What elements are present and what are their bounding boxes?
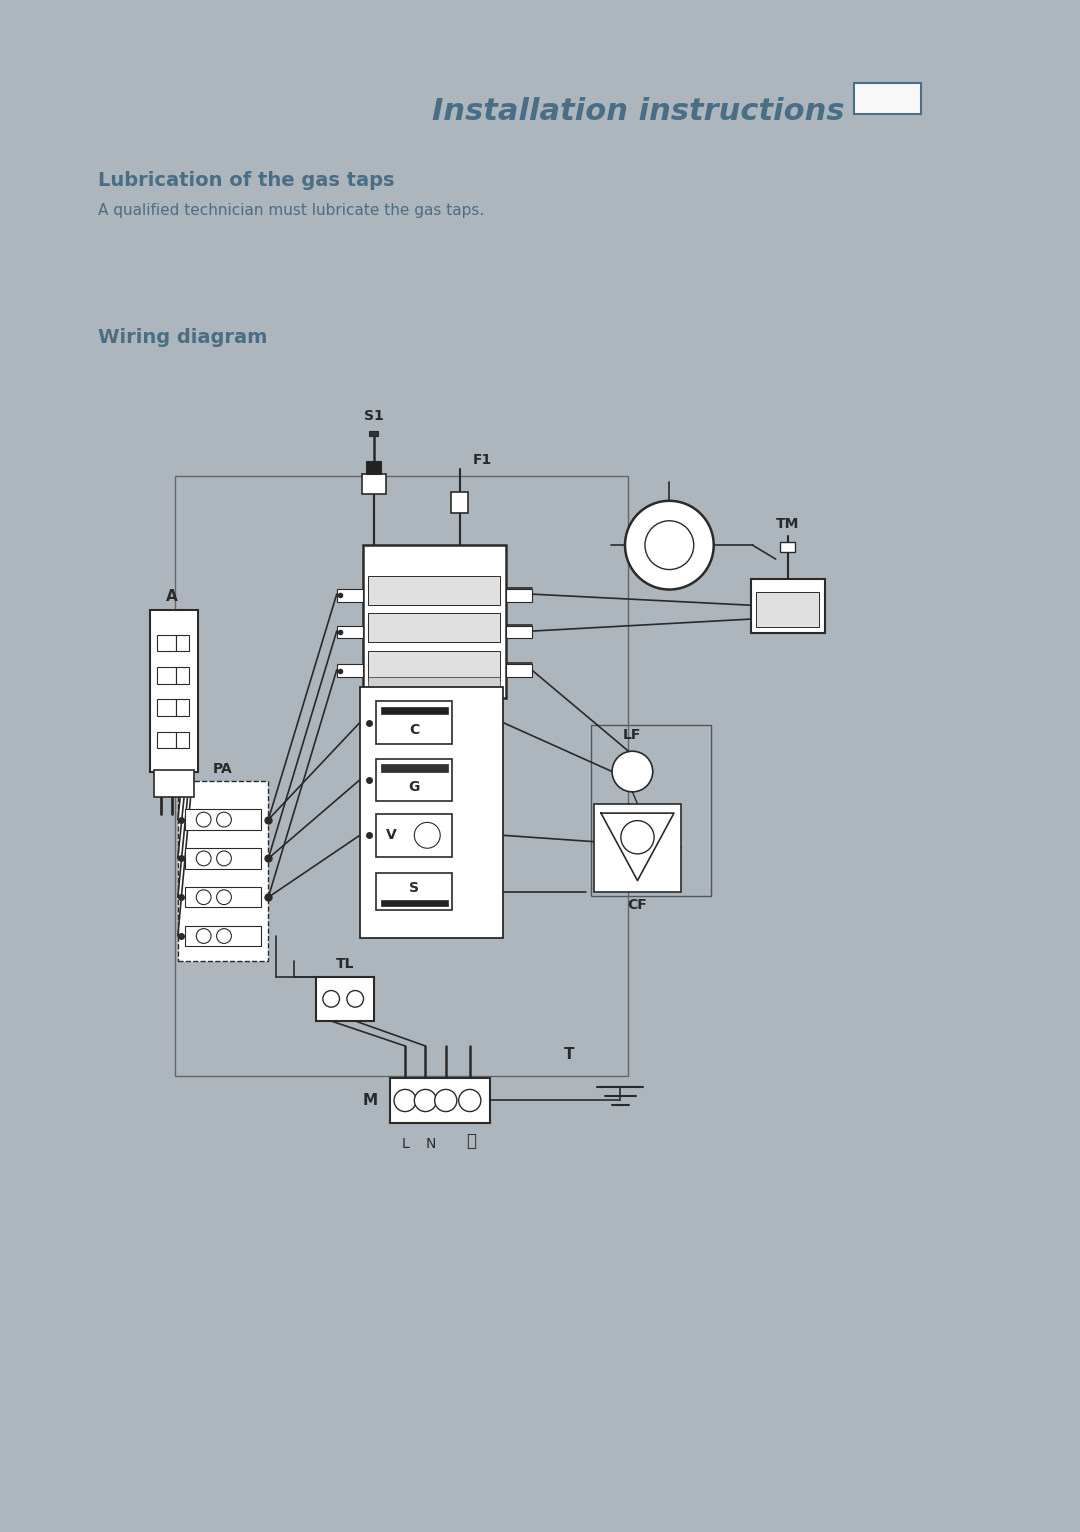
Bar <box>369 430 378 437</box>
Bar <box>381 899 447 907</box>
Bar <box>150 610 198 772</box>
Text: CF: CF <box>627 898 647 912</box>
Bar <box>176 732 189 749</box>
Circle shape <box>197 812 211 827</box>
Bar <box>751 579 825 633</box>
Circle shape <box>394 1089 416 1112</box>
Circle shape <box>621 821 654 853</box>
Bar <box>158 634 176 651</box>
Circle shape <box>625 501 714 590</box>
Bar <box>337 625 363 639</box>
Bar <box>153 769 194 798</box>
Bar <box>337 588 363 602</box>
Text: M: M <box>362 1092 377 1108</box>
Bar <box>158 732 176 749</box>
Text: A qualified technician must lubricate the gas taps.: A qualified technician must lubricate th… <box>98 204 485 218</box>
Bar <box>362 473 386 495</box>
Bar <box>158 666 176 683</box>
Bar <box>368 688 500 697</box>
Bar <box>158 700 176 715</box>
Text: V: V <box>386 829 396 843</box>
Bar <box>390 1079 490 1123</box>
Bar <box>377 758 453 801</box>
Bar <box>381 706 447 714</box>
Bar <box>780 542 795 552</box>
Bar <box>756 593 819 628</box>
Text: Wiring diagram: Wiring diagram <box>98 328 268 348</box>
Text: F1: F1 <box>473 452 491 467</box>
Text: TM: TM <box>775 518 799 532</box>
Text: ⏚: ⏚ <box>467 1132 476 1151</box>
Text: N: N <box>426 1137 436 1151</box>
Bar <box>368 677 500 686</box>
Circle shape <box>347 991 364 1007</box>
Bar <box>591 725 711 896</box>
Text: T: T <box>565 1046 575 1062</box>
Text: PA: PA <box>213 761 233 775</box>
Text: A: A <box>166 590 178 605</box>
Bar <box>360 686 503 938</box>
Bar <box>377 813 453 856</box>
Polygon shape <box>600 813 674 881</box>
Bar <box>176 700 189 715</box>
Text: TL: TL <box>336 958 354 971</box>
Circle shape <box>459 1089 481 1112</box>
Bar <box>175 476 627 1077</box>
Bar <box>368 613 500 642</box>
Text: S: S <box>409 881 419 895</box>
Circle shape <box>217 890 231 904</box>
Circle shape <box>217 812 231 827</box>
Bar <box>363 545 505 697</box>
Bar <box>368 651 500 682</box>
Bar <box>366 461 381 473</box>
Bar <box>185 887 261 907</box>
Circle shape <box>612 751 652 792</box>
Text: G: G <box>408 780 420 794</box>
Bar <box>451 492 468 513</box>
Text: S1: S1 <box>364 409 383 423</box>
Bar <box>316 977 374 1020</box>
Text: Lubrication of the gas taps: Lubrication of the gas taps <box>98 172 395 190</box>
Bar <box>854 83 920 113</box>
Circle shape <box>415 823 441 849</box>
Bar <box>178 781 268 961</box>
Circle shape <box>217 928 231 944</box>
Text: LF: LF <box>623 728 642 741</box>
Circle shape <box>197 928 211 944</box>
Bar <box>185 849 261 869</box>
Bar <box>176 634 189 651</box>
Text: L: L <box>402 1137 409 1151</box>
Text: 13: 13 <box>876 89 899 107</box>
Bar <box>381 764 447 772</box>
Bar <box>594 804 681 892</box>
Text: Installation instructions: Installation instructions <box>432 97 845 126</box>
Circle shape <box>323 991 339 1007</box>
Circle shape <box>217 850 231 866</box>
Bar <box>185 809 261 830</box>
Bar <box>185 925 261 947</box>
Bar <box>368 576 500 605</box>
Bar <box>505 625 531 639</box>
Circle shape <box>415 1089 436 1112</box>
Text: C: C <box>409 723 419 737</box>
Bar <box>176 666 189 683</box>
Bar <box>505 588 531 602</box>
Bar <box>337 665 363 677</box>
Circle shape <box>434 1089 457 1112</box>
Circle shape <box>197 850 211 866</box>
Bar <box>505 665 531 677</box>
Bar <box>377 873 453 910</box>
Circle shape <box>645 521 693 570</box>
Bar <box>377 702 453 745</box>
Circle shape <box>197 890 211 904</box>
